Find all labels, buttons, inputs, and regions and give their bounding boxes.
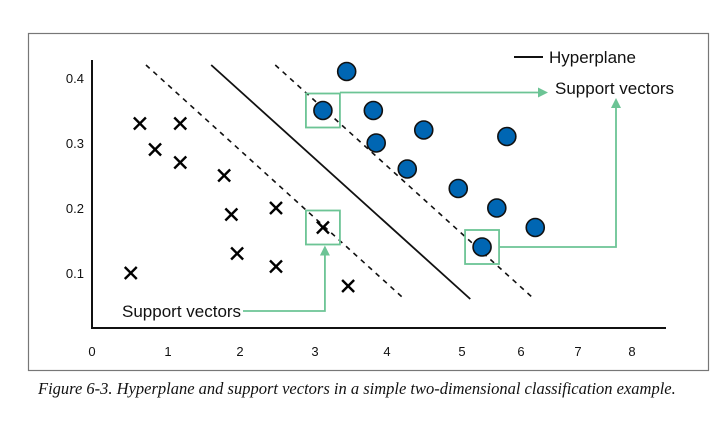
x-tick-label: 1: [164, 344, 171, 359]
x-stroke: [173, 155, 188, 170]
support-vector-leader-right: [499, 107, 617, 248]
x-stroke: [133, 116, 147, 131]
x-stroke: [148, 142, 162, 157]
circle-marker: [363, 100, 384, 121]
x-tick-label: 2: [236, 344, 243, 359]
x-tick-label: 6: [517, 344, 524, 359]
x-marker: [217, 168, 232, 183]
x-stroke: [217, 168, 232, 183]
x-marker: [341, 279, 355, 293]
x-marker: [173, 155, 188, 170]
x-tick-label: 5: [458, 344, 465, 359]
x-stroke: [173, 116, 188, 131]
x-marker: [123, 266, 138, 280]
x-marker: [133, 116, 147, 131]
circle-marker: [472, 237, 492, 257]
hyperplane-line: [210, 64, 471, 300]
x-stroke: [230, 246, 244, 261]
x-stroke: [341, 279, 355, 293]
x-stroke: [123, 266, 138, 280]
support-vectors-label-top: Support vectors: [555, 79, 674, 98]
support-vector-leader-bottom: [243, 254, 326, 312]
y-tick-label: 0.2: [66, 201, 84, 216]
support-vectors-label-bottom: Support vectors: [122, 302, 241, 321]
x-marker: [148, 142, 162, 157]
circle-marker: [397, 159, 418, 179]
figure-caption: Figure 6-3. Hyperplane and support vecto…: [38, 379, 676, 398]
margin-dashed-line: [274, 64, 535, 300]
x-stroke: [269, 259, 283, 274]
y-tick-label: 0.1: [66, 266, 84, 281]
circle-marker: [448, 178, 469, 199]
x-tick-label: 7: [574, 344, 581, 359]
support-vector-box: [305, 209, 341, 246]
circle-marker: [366, 133, 387, 153]
x-stroke: [224, 207, 239, 222]
x-marker: [269, 201, 283, 215]
x-marker: [230, 246, 244, 261]
circle-marker: [313, 100, 333, 121]
legend-hyperplane-label: Hyperplane: [549, 48, 636, 67]
x-tick-label: 4: [383, 344, 390, 359]
x-marker: [173, 116, 188, 131]
x-tick-label: 0: [88, 344, 95, 359]
x-stroke: [269, 201, 283, 215]
arrowhead-icon: [319, 245, 330, 256]
circle-marker: [413, 120, 434, 140]
support-vector-box: [305, 92, 341, 129]
y-tick-label: 0.4: [66, 71, 84, 86]
margin-dashed-line: [145, 64, 405, 300]
x-marker: [269, 259, 283, 274]
arrowhead-icon: [538, 87, 548, 98]
x-marker: [224, 207, 239, 222]
circle-marker: [497, 126, 517, 147]
x-tick-label: 3: [311, 344, 318, 359]
arrowhead-icon: [611, 98, 621, 108]
circle-marker: [525, 217, 546, 238]
y-tick-label: 0.3: [66, 136, 84, 151]
x-stroke: [316, 220, 330, 235]
x-tick-label: 8: [628, 344, 635, 359]
figure-frame: [27, 32, 710, 372]
circle-marker: [487, 198, 507, 218]
x-marker: [316, 220, 330, 235]
circle-marker: [336, 61, 357, 82]
